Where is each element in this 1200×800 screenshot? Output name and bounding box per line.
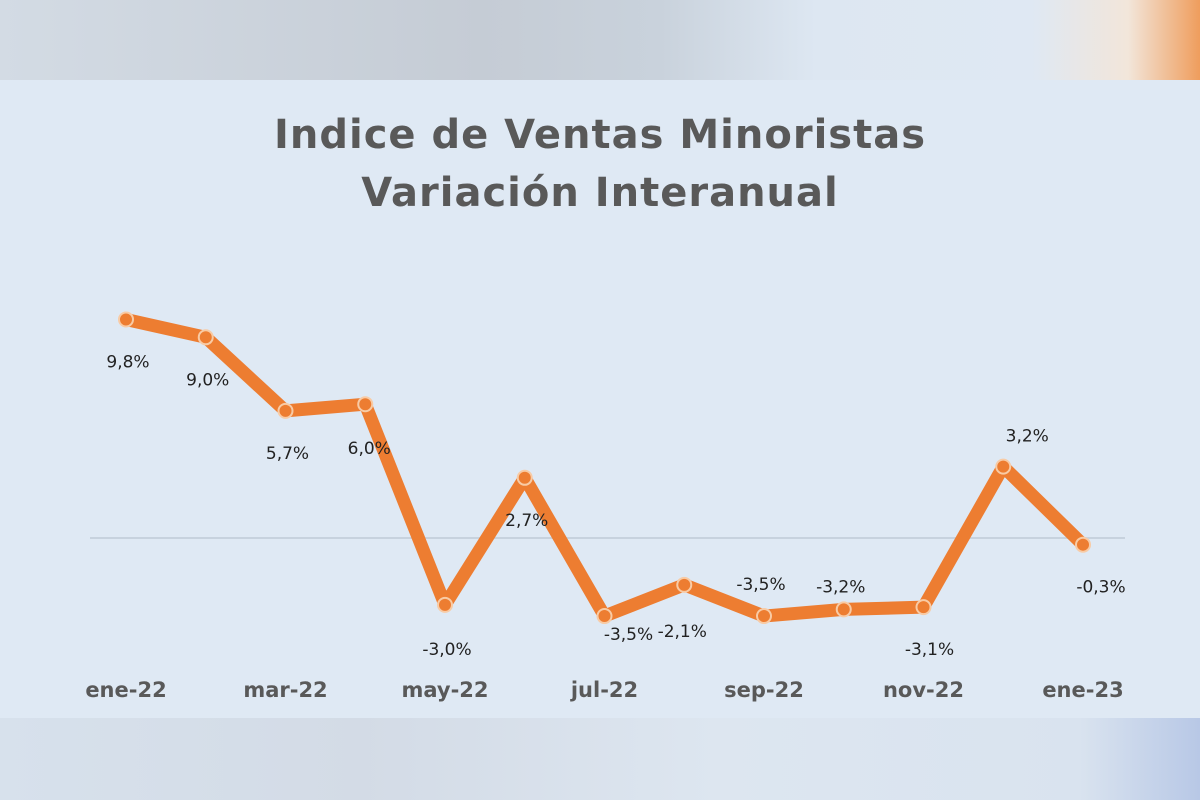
data-point-marker bbox=[437, 596, 453, 613]
data-point-marker bbox=[197, 329, 214, 346]
data-label: -3,5% bbox=[604, 625, 653, 645]
data-point-marker bbox=[915, 599, 932, 616]
data-label: -2,1% bbox=[658, 622, 707, 642]
data-labels: 9,8%9,0%5,7% 6,0%-3,0%2,7%-3,5% -2,1%-3,5%… bbox=[106, 352, 1125, 660]
x-axis-tick-label: jul-22 bbox=[570, 678, 638, 702]
data-point-marker bbox=[995, 458, 1012, 475]
chart-title-line1: Indice de Ventas Minoristas bbox=[273, 112, 927, 158]
x-axis-labels: ene-22 mar-22 may-22 jul-22 sep-22 nov-22 ene-… bbox=[85, 678, 1123, 702]
x-axis-tick-label: ene-23 bbox=[1042, 678, 1123, 702]
data-label: -0,3% bbox=[1076, 578, 1125, 598]
x-axis-tick-label: nov-22 bbox=[883, 678, 964, 702]
data-label: 9,0% bbox=[186, 370, 229, 390]
series-line bbox=[119, 312, 1090, 623]
data-label: 2,7% bbox=[505, 511, 548, 531]
x-axis-tick-label: mar-22 bbox=[243, 678, 327, 702]
x-axis-tick-label: sep-22 bbox=[724, 678, 804, 702]
data-label: -3,0% bbox=[422, 640, 471, 660]
data-label: 5,7% bbox=[266, 444, 309, 464]
data-label: 6,0% bbox=[348, 439, 391, 459]
data-point-marker bbox=[357, 396, 374, 413]
data-markers bbox=[118, 311, 1091, 625]
data-point-marker bbox=[1075, 536, 1091, 553]
data-point-marker bbox=[756, 608, 772, 625]
data-point-marker bbox=[277, 402, 294, 419]
x-axis-tick-label: may-22 bbox=[401, 678, 488, 702]
data-point-marker bbox=[516, 469, 533, 486]
data-label: 9,8% bbox=[106, 352, 149, 372]
data-label: -3,5% bbox=[736, 575, 785, 595]
data-point-marker bbox=[676, 576, 693, 593]
chart-title-line2: Variación Interanual bbox=[361, 170, 839, 216]
data-label: -3,2% bbox=[816, 577, 865, 597]
data-label: 3,2% bbox=[1006, 427, 1049, 447]
background-bottom-band bbox=[0, 718, 1200, 800]
data-point-marker bbox=[596, 608, 613, 625]
data-point-marker bbox=[118, 311, 134, 328]
data-point-marker bbox=[835, 601, 852, 618]
data-label: -3,1% bbox=[905, 640, 954, 660]
background-top-band bbox=[0, 0, 1200, 80]
x-axis-tick-label: ene-22 bbox=[85, 678, 166, 702]
